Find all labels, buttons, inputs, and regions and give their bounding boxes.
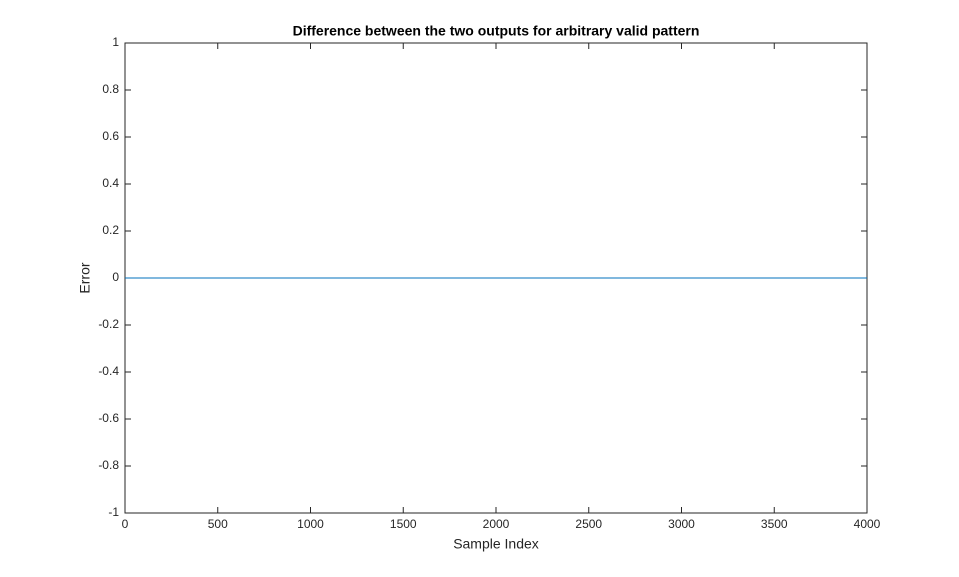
x-tick-label: 3000	[668, 517, 695, 531]
x-tick-label: 500	[208, 517, 228, 531]
y-tick-label: -0.6	[98, 411, 119, 425]
x-tick-label: 1000	[297, 517, 324, 531]
x-tick-label: 2000	[483, 517, 510, 531]
x-tick-label: 1500	[390, 517, 417, 531]
y-tick-label: 0.2	[102, 223, 119, 237]
y-tick-label: -0.8	[98, 458, 119, 472]
x-tick-label: 4000	[854, 517, 881, 531]
x-tick-label: 2500	[575, 517, 602, 531]
y-tick-label: 0.8	[102, 82, 119, 96]
y-tick-label: 0.6	[102, 129, 119, 143]
y-axis-label: Error	[77, 262, 93, 293]
y-tick-label: -0.4	[98, 364, 119, 378]
y-tick-label: -1	[108, 505, 119, 519]
x-tick-label: 0	[122, 517, 129, 531]
x-axis-label: Sample Index	[453, 536, 539, 552]
chart-title: Difference between the two outputs for a…	[293, 23, 700, 39]
y-tick-label: 0.4	[102, 176, 119, 190]
y-tick-label: -0.2	[98, 317, 119, 331]
y-tick-label: 1	[112, 35, 119, 49]
x-tick-label: 3500	[761, 517, 788, 531]
y-tick-label: 0	[112, 270, 119, 284]
